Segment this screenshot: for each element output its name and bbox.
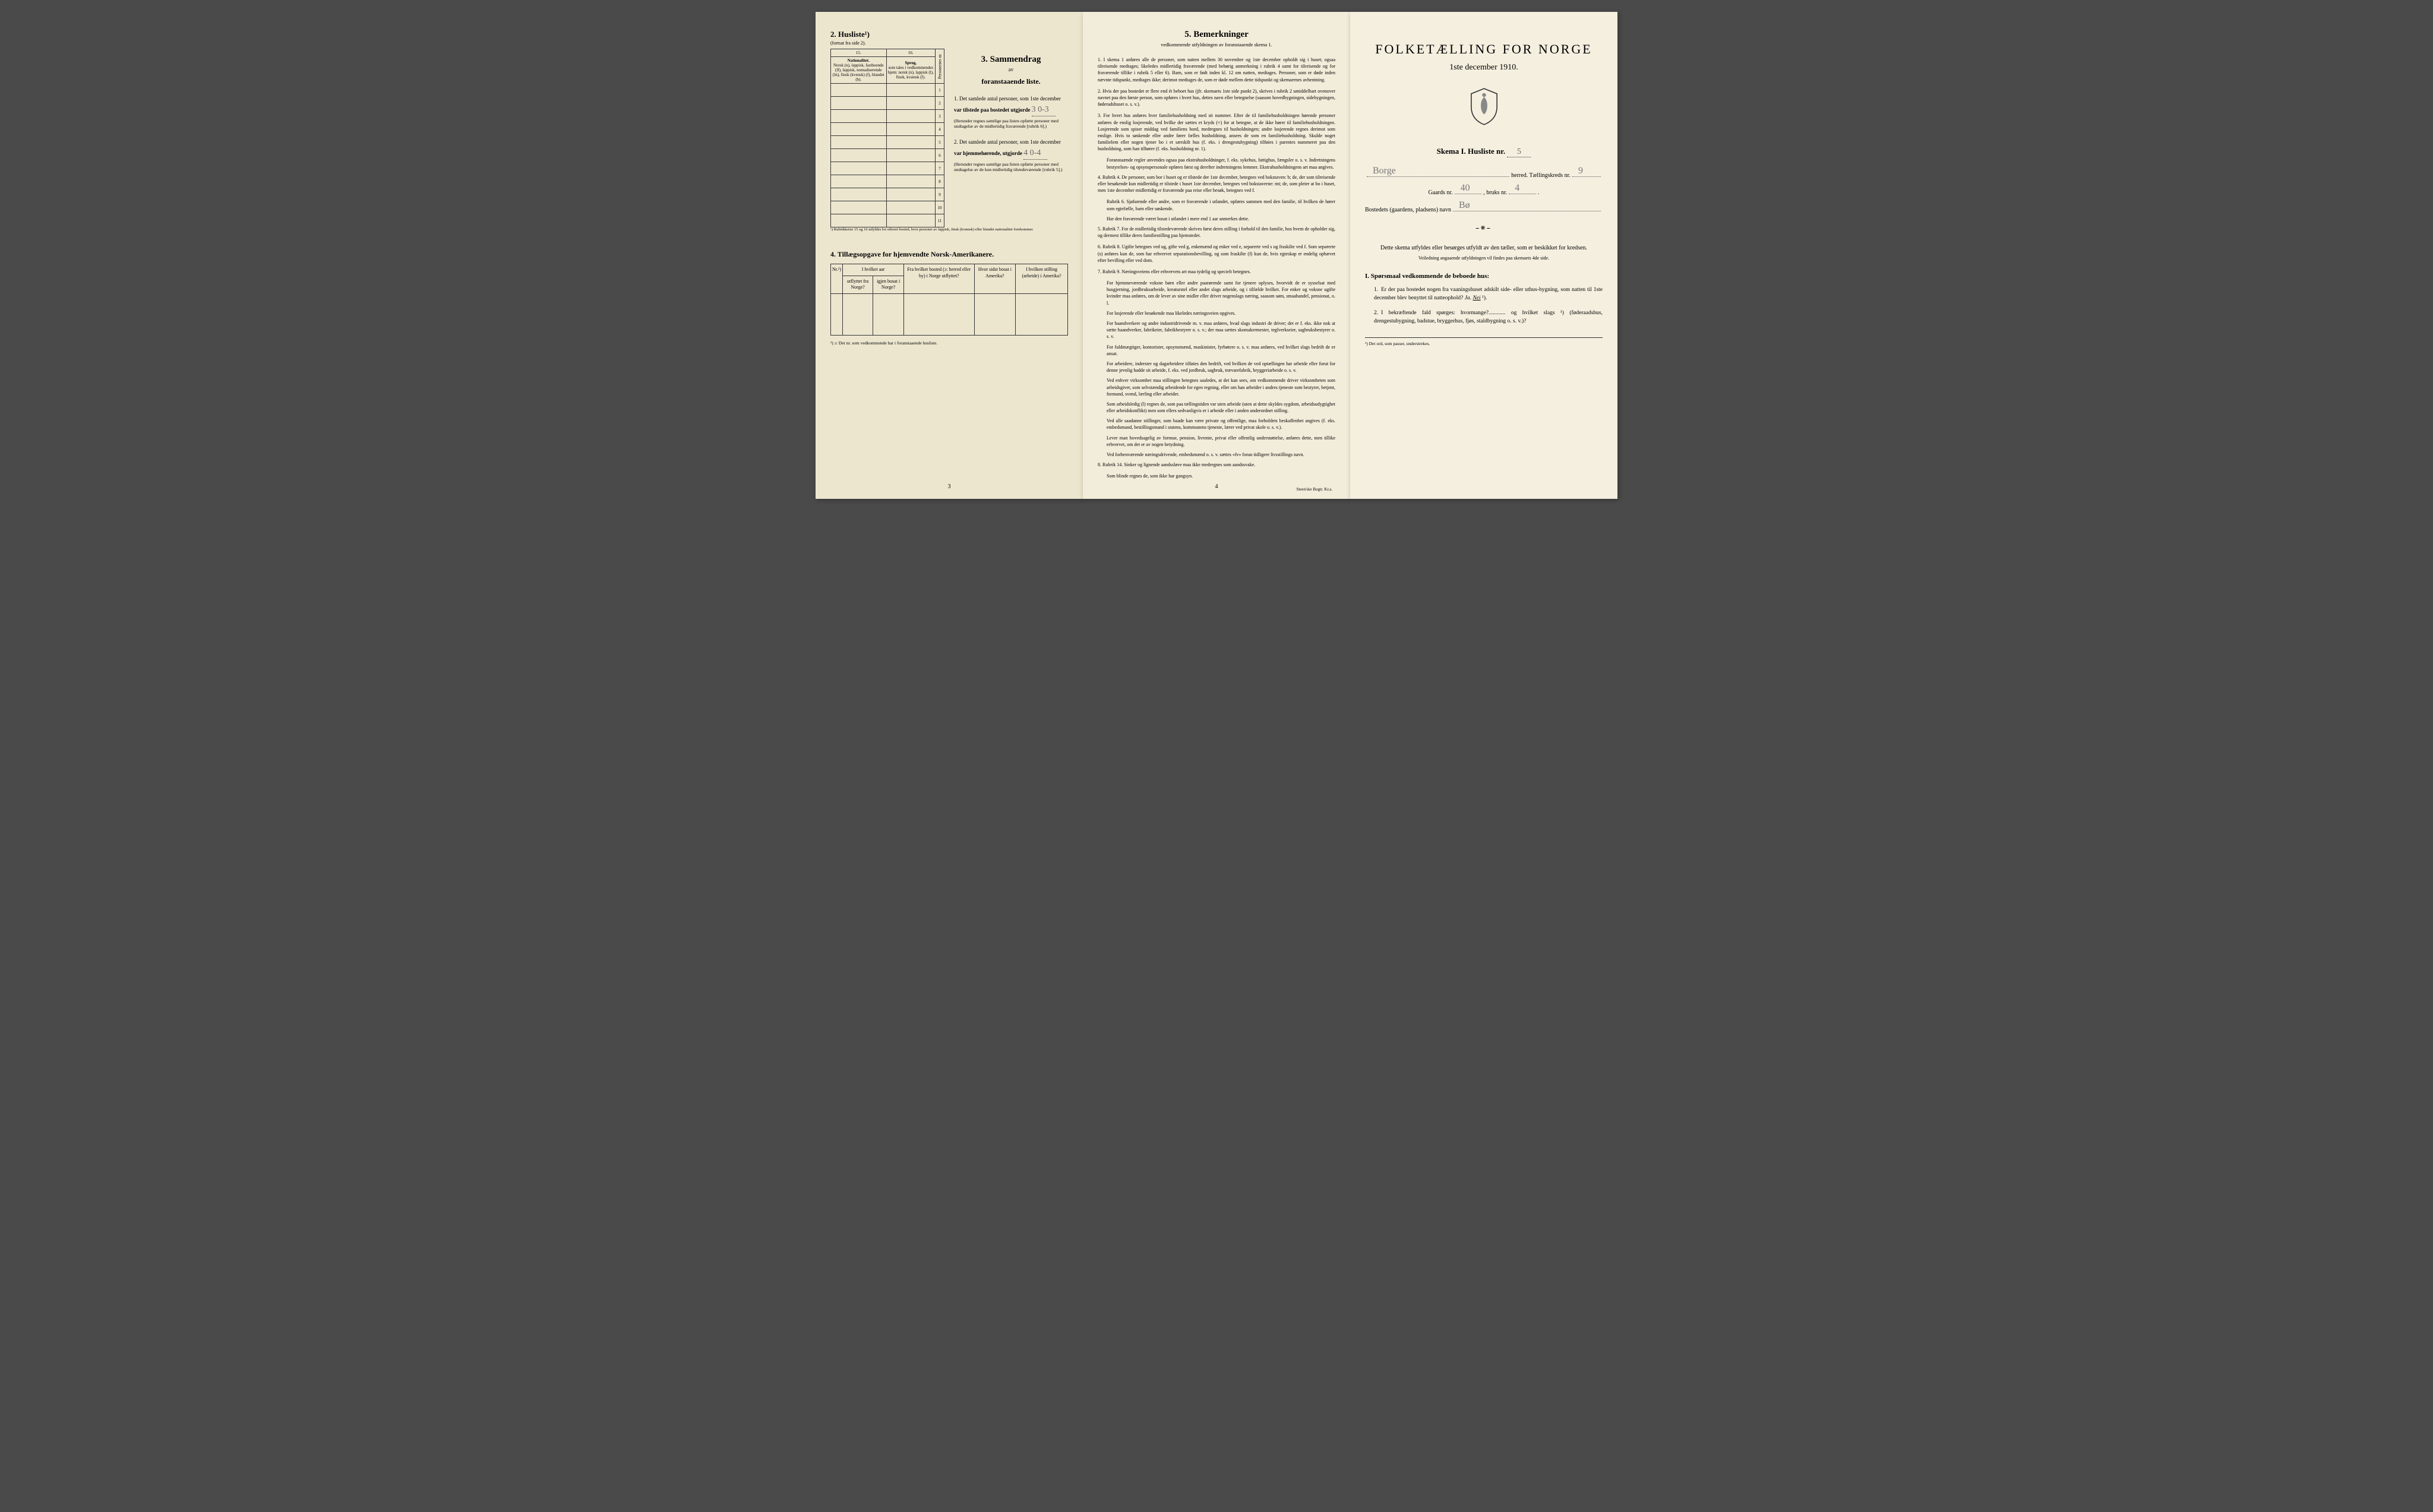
row-nr: 2 [936, 97, 944, 110]
page3-footnote: ¹) Det ord, som passer, understrekes. [1365, 337, 1603, 346]
remark-item: 4. Rubrik 4. De personer, som bor i huse… [1098, 174, 1335, 194]
husliste-table: 15. 16. Personernes nr. Nationalitet.Nor… [830, 49, 944, 227]
col-hvor: Hvor sidst bosat i Amerika? [974, 264, 1016, 293]
remark-item: Lever man hovedsagelig av formue, pensio… [1107, 435, 1335, 448]
row-nr: 8 [936, 175, 944, 188]
instructions: Dette skema utfyldes eller besørges utfy… [1365, 243, 1603, 252]
remark-item: Som arbeidsledig (l) regnes de, som paa … [1107, 401, 1335, 414]
col-nr: Nr.²) [831, 264, 843, 293]
remark-item: Ved alle saadanne stillinger, som baade … [1107, 417, 1335, 431]
sec4-title: 4. Tillægsopgave for hjemvendte Norsk-Am… [830, 250, 1068, 259]
remark-item: For fuldmægtiger, kontorister, opsynsmæn… [1107, 344, 1335, 357]
handwritten-count1: 3 0-3 [1032, 103, 1056, 116]
sec3-subtitle: foranstaaende liste. [954, 77, 1068, 86]
remark-item: Har den fraværende været bosat i utlande… [1107, 216, 1335, 222]
row-nr: 10 [936, 201, 944, 214]
row-nr: 5 [936, 136, 944, 149]
bruks-nr: 4 [1515, 183, 1519, 194]
remark-item: 7. Rubrik 9. Næringsveiens eller erhverv… [1098, 268, 1335, 275]
remarks-list: 1. I skema 1 anføres alle de personer, s… [1098, 56, 1335, 480]
main-title: FOLKETÆLLING FOR NORGE [1365, 42, 1603, 57]
census-date: 1ste december 1910. [1365, 63, 1603, 72]
col-fra: Fra hvilket bosted (ɔ: herred eller by) … [904, 264, 974, 293]
remark-item: For arbeidere, inderster og dagarbeidere… [1107, 360, 1335, 374]
bosted-name: Bø [1459, 200, 1470, 211]
header-sprog: Sprog,som tales i vedkommendes hjem: nor… [886, 57, 935, 84]
remark-item: For hjemmeværende voksne børn eller andr… [1107, 280, 1335, 306]
remark-item: Som blinde regnes de, som ikke har gangs… [1107, 473, 1335, 479]
sec2-title: 2. Husliste¹) [830, 30, 1068, 39]
page-middle: 5. Bemerkninger vedkommende utfyldningen… [1083, 12, 1350, 499]
question-header: I. Spørsmaal vedkommende de beboede hus: [1365, 273, 1603, 280]
remark-item: 5. Rubrik 7. For de midlertidig tilstede… [1098, 226, 1335, 239]
row-nr: 7 [936, 162, 944, 175]
remark-item: 3. For hvert hus anføres hver familiehus… [1098, 112, 1335, 152]
skema-line: Skema I. Husliste nr. 5 [1365, 147, 1603, 157]
remark-item: For haandverkere og andre industridriven… [1107, 320, 1335, 340]
remark-item: 1. I skema 1 anføres alle de personer, s… [1098, 56, 1335, 83]
row-nr: 6 [936, 149, 944, 162]
gaards-nr: 40 [1461, 183, 1470, 194]
coat-of-arms-icon [1365, 87, 1603, 129]
question-2: 2.I bekræftende fald spørges: hvormange?… [1374, 309, 1603, 326]
row-nr: 4 [936, 123, 944, 136]
remark-item: Foranstaænde regler anvendes ogsaa paa e… [1107, 157, 1335, 170]
remark-item: 6. Rubrik 8. Ugifte betegnes ved ug, gif… [1098, 243, 1335, 264]
remark-item: 8. Rubrik 14. Sinker og lignende aandssl… [1098, 461, 1335, 468]
question-1: 1.Er der paa bostedet nogen fra vaanings… [1374, 286, 1603, 303]
sec5-subtitle: vedkommende utfyldningen av foranstaaend… [1098, 42, 1335, 48]
amerikanere-table: Nr.²) I hvilket aar Fra hvilket bosted (… [830, 264, 1068, 335]
sec5-title: 5. Bemerkninger [1098, 30, 1335, 40]
remark-item: Ved enhver virksomhet maa stillingen bet… [1107, 377, 1335, 397]
col-person-nr: Personernes nr. [936, 49, 944, 84]
herred-name: Borge [1373, 166, 1396, 176]
sec3-av: av [954, 67, 1068, 72]
sec3-item2: 2. Det samlede antal personer, som 1ste … [954, 138, 1068, 173]
answer-nei: Nei [1473, 295, 1480, 301]
gaards-line: Gaards nr. 40 , bruks nr. 4 . [1365, 189, 1603, 196]
sec3-title: 3. Sammendrag [954, 55, 1068, 65]
row-nr: 11 [936, 214, 944, 227]
page-number: 4 [1215, 483, 1218, 490]
col-aar: I hvilket aar [843, 264, 904, 276]
kreds-nr: 9 [1578, 166, 1583, 176]
col-16: 16. [886, 49, 935, 57]
instructions-sub: Veiledning angaaende utfyldningen vil fi… [1365, 255, 1603, 261]
row-nr: 9 [936, 188, 944, 201]
sec2-subtitle: (fortsat fra side 2). [830, 40, 1068, 46]
printer-credit: Steen'ske Bogtr. Kr.a. [1296, 487, 1332, 492]
col-utflyttet: utflyttet fra Norge? [843, 276, 873, 293]
sec2-footnote: ¹) Rubrikkerne 15 og 16 utfyldes for eth… [830, 227, 1068, 232]
sec3-item1: 1. Det samlede antal personer, som 1ste … [954, 95, 1068, 129]
bosted-line: Bostedets (gaardens, pladsens) navn Bø [1365, 207, 1603, 213]
page-number: 3 [948, 483, 951, 490]
section-3: 3. Sammendrag av foranstaaende liste. 1.… [954, 49, 1068, 182]
section-2: 2. Husliste¹) (fortsat fra side 2). 15. … [830, 30, 1068, 232]
col-stilling: I hvilken stilling (arbeide) i Amerika? [1016, 264, 1068, 293]
remark-item: 2. Hvis der paa bostedet er flere end ét… [1098, 88, 1335, 108]
handwritten-count2: 4 0-4 [1023, 147, 1047, 160]
header-nationalitet: Nationalitet.Norsk (n), lappisk, fastboe… [831, 57, 887, 84]
col-bosat: igjen bosat i Norge? [873, 276, 904, 293]
page-left: 2. Husliste¹) (fortsat fra side 2). 15. … [816, 12, 1083, 499]
divider-icon: ⎯❋⎯ [1365, 225, 1603, 232]
page-right: FOLKETÆLLING FOR NORGE 1ste december 191… [1350, 12, 1617, 499]
remark-item: Ved forhenværende næringsdrivende, embed… [1107, 451, 1335, 458]
col-15: 15. [831, 49, 887, 57]
section-4: 4. Tillægsopgave for hjemvendte Norsk-Am… [830, 232, 1068, 345]
husliste-nr: 5 [1507, 147, 1531, 157]
document-spread: 2. Husliste¹) (fortsat fra side 2). 15. … [816, 12, 1617, 499]
sec4-footnote: ²) ɔ: Det nr. som vedkommende har i fora… [830, 340, 1068, 346]
herred-line: Borge herred. Tællingskreds nr. 9 [1365, 172, 1603, 179]
row-nr: 1 [936, 84, 944, 97]
remark-item: Rubrik 6. Sjøfarende eller andre, som er… [1107, 198, 1335, 211]
remark-item: For losjerende eller besøkende maa likel… [1107, 310, 1335, 317]
row-nr: 3 [936, 110, 944, 123]
